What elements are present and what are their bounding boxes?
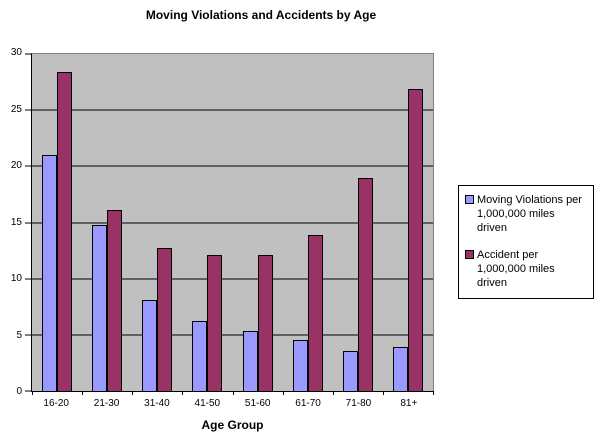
- category-slot-71-80: [333, 54, 383, 391]
- legend: Moving Violations per 1,000,000 miles dr…: [458, 185, 594, 299]
- x-tick-mark: [232, 391, 234, 395]
- x-tick-label: 71-80: [345, 398, 372, 409]
- x-tick-mark: [32, 391, 33, 395]
- x-tick-mark: [282, 391, 284, 395]
- legend-marker-accidents-icon: [465, 250, 474, 259]
- y-tick-mark: [25, 334, 31, 336]
- bar-violations-41-50: [192, 321, 208, 391]
- y-tick-mark: [25, 109, 31, 111]
- bar-violations-61-70: [292, 340, 308, 391]
- x-tick-mark: [433, 391, 434, 395]
- bar-accidents-71-80: [357, 177, 373, 391]
- bar-violations-31-40: [142, 300, 158, 391]
- x-tick-label: 16-20: [43, 398, 69, 409]
- y-tick-label: 15: [10, 216, 22, 228]
- category-slot-16-20: [32, 54, 82, 391]
- category-slot-61-70: [283, 54, 333, 391]
- plot-area: [25, 53, 434, 395]
- bar-accidents-61-70: [307, 234, 323, 391]
- legend-label-accidents: Accident per 1,000,000 miles driven: [477, 249, 555, 289]
- bar-accidents-41-50: [207, 255, 223, 391]
- category-slot-51-60: [233, 54, 283, 391]
- x-tick-mark: [82, 391, 84, 395]
- legend-marker-violations-icon: [465, 195, 474, 204]
- y-tick-mark: [25, 165, 31, 167]
- gridline: [32, 109, 433, 111]
- bar-violations-16-20: [42, 155, 58, 391]
- x-tick-label: 61-70: [295, 398, 321, 409]
- gridline: [32, 334, 433, 336]
- bar-accidents-51-60: [257, 255, 273, 391]
- y-tick-label: 30: [10, 47, 22, 58]
- bar-accidents-81+: [407, 88, 423, 391]
- bar-accidents-16-20: [57, 71, 73, 391]
- y-tick-label: 10: [10, 273, 22, 284]
- x-tick-label: 81+: [400, 398, 418, 409]
- x-axis-labels: 16-20 21-30 31-40 41-50 51-60 61-70 71-80 81+: [31, 398, 434, 409]
- bar-violations-81+: [392, 347, 408, 391]
- x-tick-label: 51-60: [244, 398, 271, 409]
- y-tick-label: 20: [10, 160, 22, 171]
- legend-item-violations: Moving Violations per 1,000,000 miles dr…: [465, 193, 589, 235]
- bar-violations-51-60: [242, 331, 258, 391]
- legend-item-accidents: Accident per 1,000,000 miles driven: [465, 248, 589, 290]
- bar-violations-21-30: [92, 224, 108, 391]
- x-axis-title: Age Group: [201, 418, 264, 432]
- legend-label-violations: Moving Violations per 1,000,000 miles dr…: [477, 194, 582, 234]
- bar-slots: [32, 54, 433, 391]
- category-slot-41-50: [182, 54, 232, 391]
- x-tick-mark: [182, 391, 184, 395]
- x-tick-label: 31-40: [144, 398, 170, 409]
- bar-violations-71-80: [342, 350, 358, 391]
- category-slot-31-40: [132, 54, 182, 391]
- bar-accidents-31-40: [157, 248, 173, 391]
- y-tick-mark: [25, 278, 31, 280]
- chart-title: Moving Violations and Accidents by Age: [145, 8, 377, 22]
- y-tick-label: 5: [16, 329, 22, 341]
- gridline: [32, 278, 433, 280]
- category-slot-81+: [383, 54, 433, 391]
- y-axis-labels: 0 5 10 15 20 25 30: [0, 48, 22, 397]
- x-tick-label: 21-30: [93, 398, 120, 409]
- category-slot-21-30: [82, 54, 132, 391]
- gridline: [32, 222, 433, 223]
- y-tick-label: 0: [16, 386, 22, 397]
- y-tick-mark: [25, 222, 31, 223]
- y-tick-mark: [25, 53, 31, 55]
- y-tick-mark: [25, 390, 31, 392]
- x-tick-mark: [132, 391, 134, 395]
- x-tick-label: 41-50: [194, 398, 221, 409]
- x-tick-mark: [382, 391, 384, 395]
- gridline: [32, 165, 433, 167]
- y-tick-label: 25: [10, 103, 22, 115]
- x-tick-mark: [332, 391, 334, 395]
- bar-accidents-21-30: [107, 210, 123, 391]
